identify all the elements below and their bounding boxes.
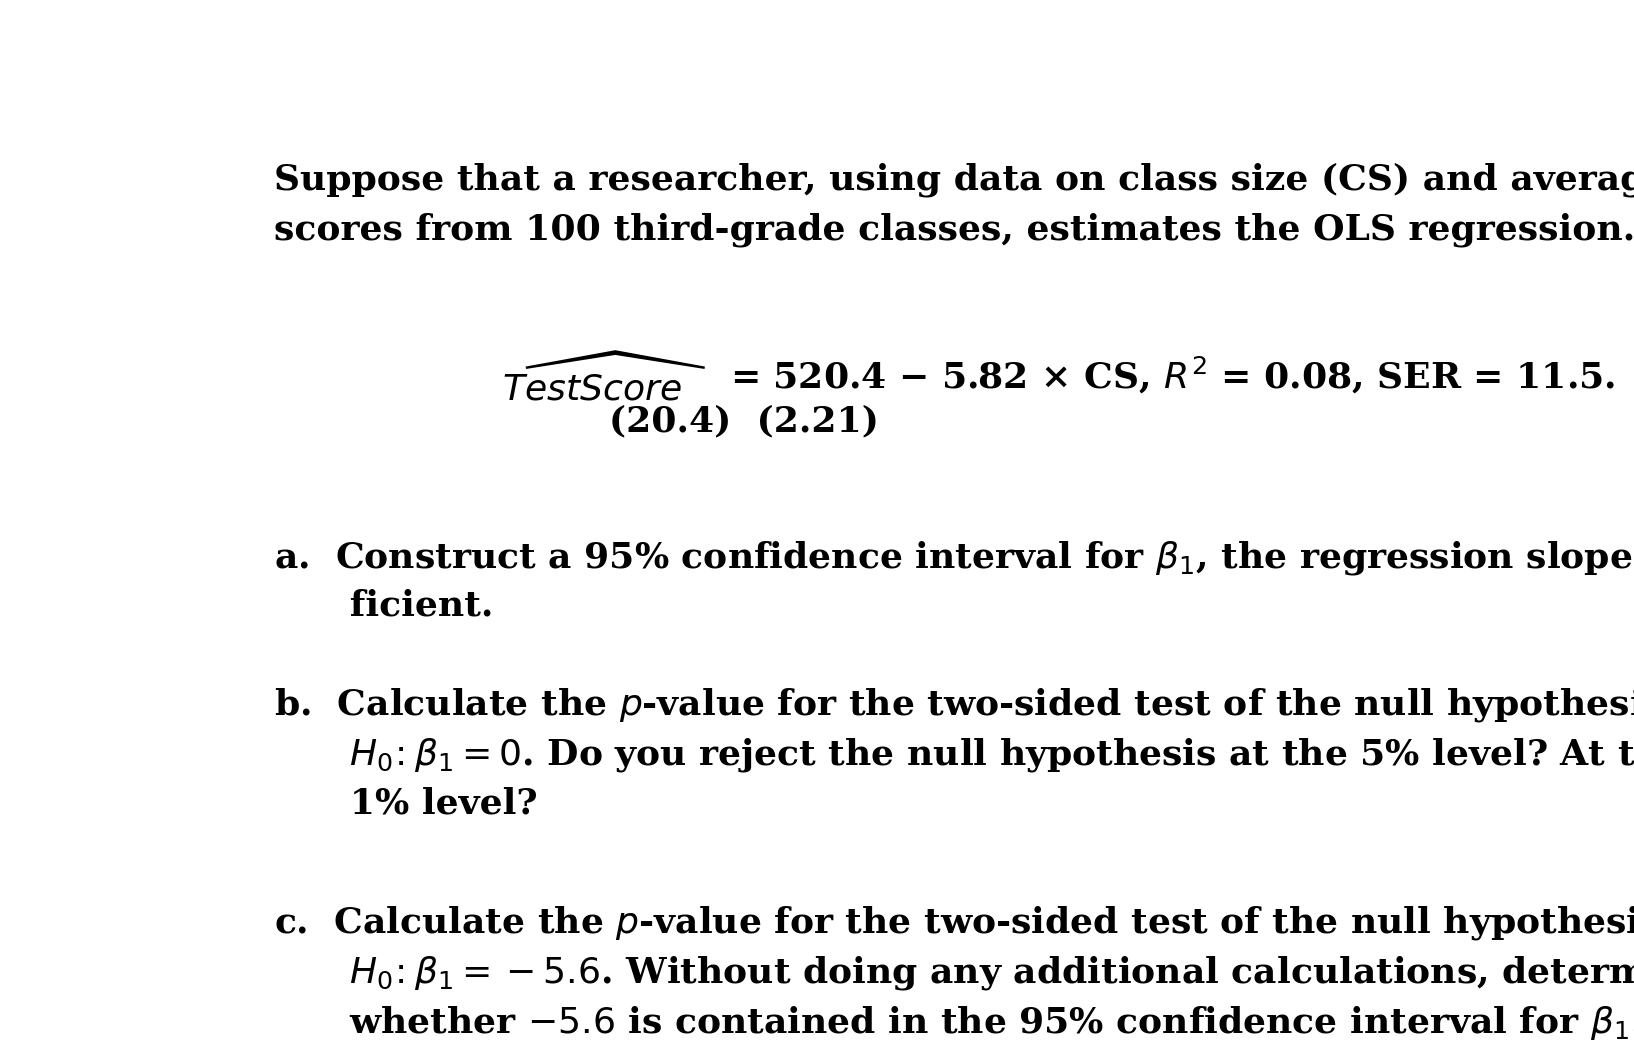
Text: c.  Calculate the $p$-value for the two-sided test of the null hypothesis: c. Calculate the $p$-value for the two-s… [275, 904, 1634, 942]
Text: 1% level?: 1% level? [275, 787, 538, 821]
Text: $H_0\!: \beta_1 = -5.6$. Without doing any additional calculations, determine: $H_0\!: \beta_1 = -5.6$. Without doing a… [275, 954, 1634, 992]
Text: $H_0\!:\beta_1 = 0$. Do you reject the null hypothesis at the 5% level? At the: $H_0\!:\beta_1 = 0$. Do you reject the n… [275, 736, 1634, 774]
Text: Suppose that a researcher, using data on class size (CS) and average test: Suppose that a researcher, using data on… [275, 163, 1634, 198]
Text: = 520.4 − 5.82 × CS, $R^2$ = 0.08, SER = 11.5.: = 520.4 − 5.82 × CS, $R^2$ = 0.08, SER =… [730, 355, 1616, 396]
Text: a.  Construct a 95% confidence interval for $\beta_1$, the regression slope coef: a. Construct a 95% confidence interval f… [275, 539, 1634, 576]
Text: scores from 100 third-grade classes, estimates the OLS regression.: scores from 100 third-grade classes, est… [275, 213, 1634, 247]
Text: b.  Calculate the $p$-value for the two-sided test of the null hypothesis: b. Calculate the $p$-value for the two-s… [275, 686, 1634, 724]
Text: (20.4)  (2.21): (20.4) (2.21) [609, 405, 879, 439]
Text: whether $-5.6$ is contained in the 95% confidence interval for $\beta_1$.: whether $-5.6$ is contained in the 95% c… [275, 1005, 1634, 1043]
Text: ficient.: ficient. [275, 589, 493, 623]
Text: $\widehat{TestScore}$: $\widehat{TestScore}$ [502, 355, 706, 408]
